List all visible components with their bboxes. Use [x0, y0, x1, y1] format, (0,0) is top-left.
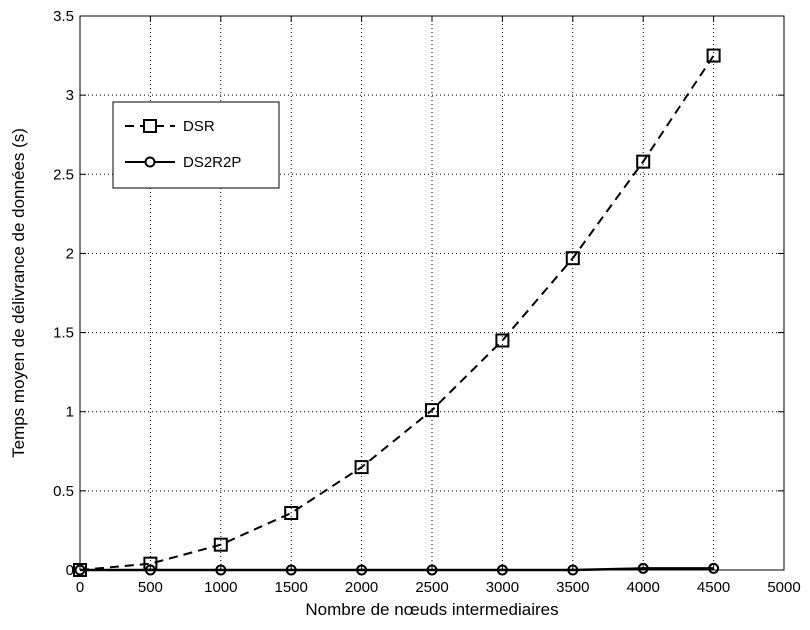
x-tick-label: 1500 [275, 579, 308, 596]
y-tick-label: 1 [66, 404, 74, 421]
x-tick-label: 2000 [345, 579, 378, 596]
data-point-dsr [565, 251, 580, 266]
x-tick-label: 4000 [627, 579, 660, 596]
grid [80, 16, 784, 570]
y-axis-label: Temps moyen de délivrance de données (s) [9, 128, 28, 458]
legend-marker-ds2r2p [144, 156, 156, 168]
y-tick-label: 3 [66, 87, 74, 104]
legend-box [112, 101, 280, 189]
legend: DSR DS2R2P [112, 101, 280, 189]
data-point-dsr [706, 48, 721, 63]
x-tick-label: 2500 [415, 579, 448, 596]
data-point-dsr [425, 403, 439, 418]
data-point-dsr [636, 154, 651, 169]
data-point-dsr [213, 537, 228, 552]
x-axis-label: Nombre de nœuds intermediaires [305, 600, 558, 619]
y-tick-label: 1.5 [53, 325, 74, 342]
y-tick-label: 3.5 [53, 8, 74, 25]
legend-label-ds2r2p: DS2R2P [183, 154, 241, 171]
data-point-dsr [495, 333, 510, 348]
data-point-ds2r2p [708, 562, 720, 574]
data-point-ds2r2p [637, 562, 649, 574]
legend-label-dsr: DSR [183, 118, 215, 135]
x-tick-label: 4500 [697, 579, 730, 596]
x-tick-label: 1000 [204, 579, 237, 596]
legend-marker-dsr [143, 119, 157, 133]
series-line-dsr [79, 55, 715, 571]
plot-frame [79, 15, 785, 571]
y-tick-label: 2 [66, 245, 74, 262]
x-axis-ticks: 0 500 1000 1500 2000 2500 3000 3500 4000 4500 5000 [76, 16, 801, 596]
y-tick-label: 0 [66, 562, 74, 579]
x-tick-label: 0 [76, 579, 84, 596]
y-tick-label: 0.5 [53, 483, 74, 500]
x-tick-label: 5000 [767, 579, 800, 596]
x-tick-label: 3500 [556, 579, 589, 596]
x-tick-label: 3000 [486, 579, 519, 596]
data-point-dsr [354, 460, 369, 475]
data-point-dsr [284, 506, 299, 521]
x-tick-label: 500 [138, 579, 163, 596]
y-tick-label: 2.5 [53, 166, 74, 183]
